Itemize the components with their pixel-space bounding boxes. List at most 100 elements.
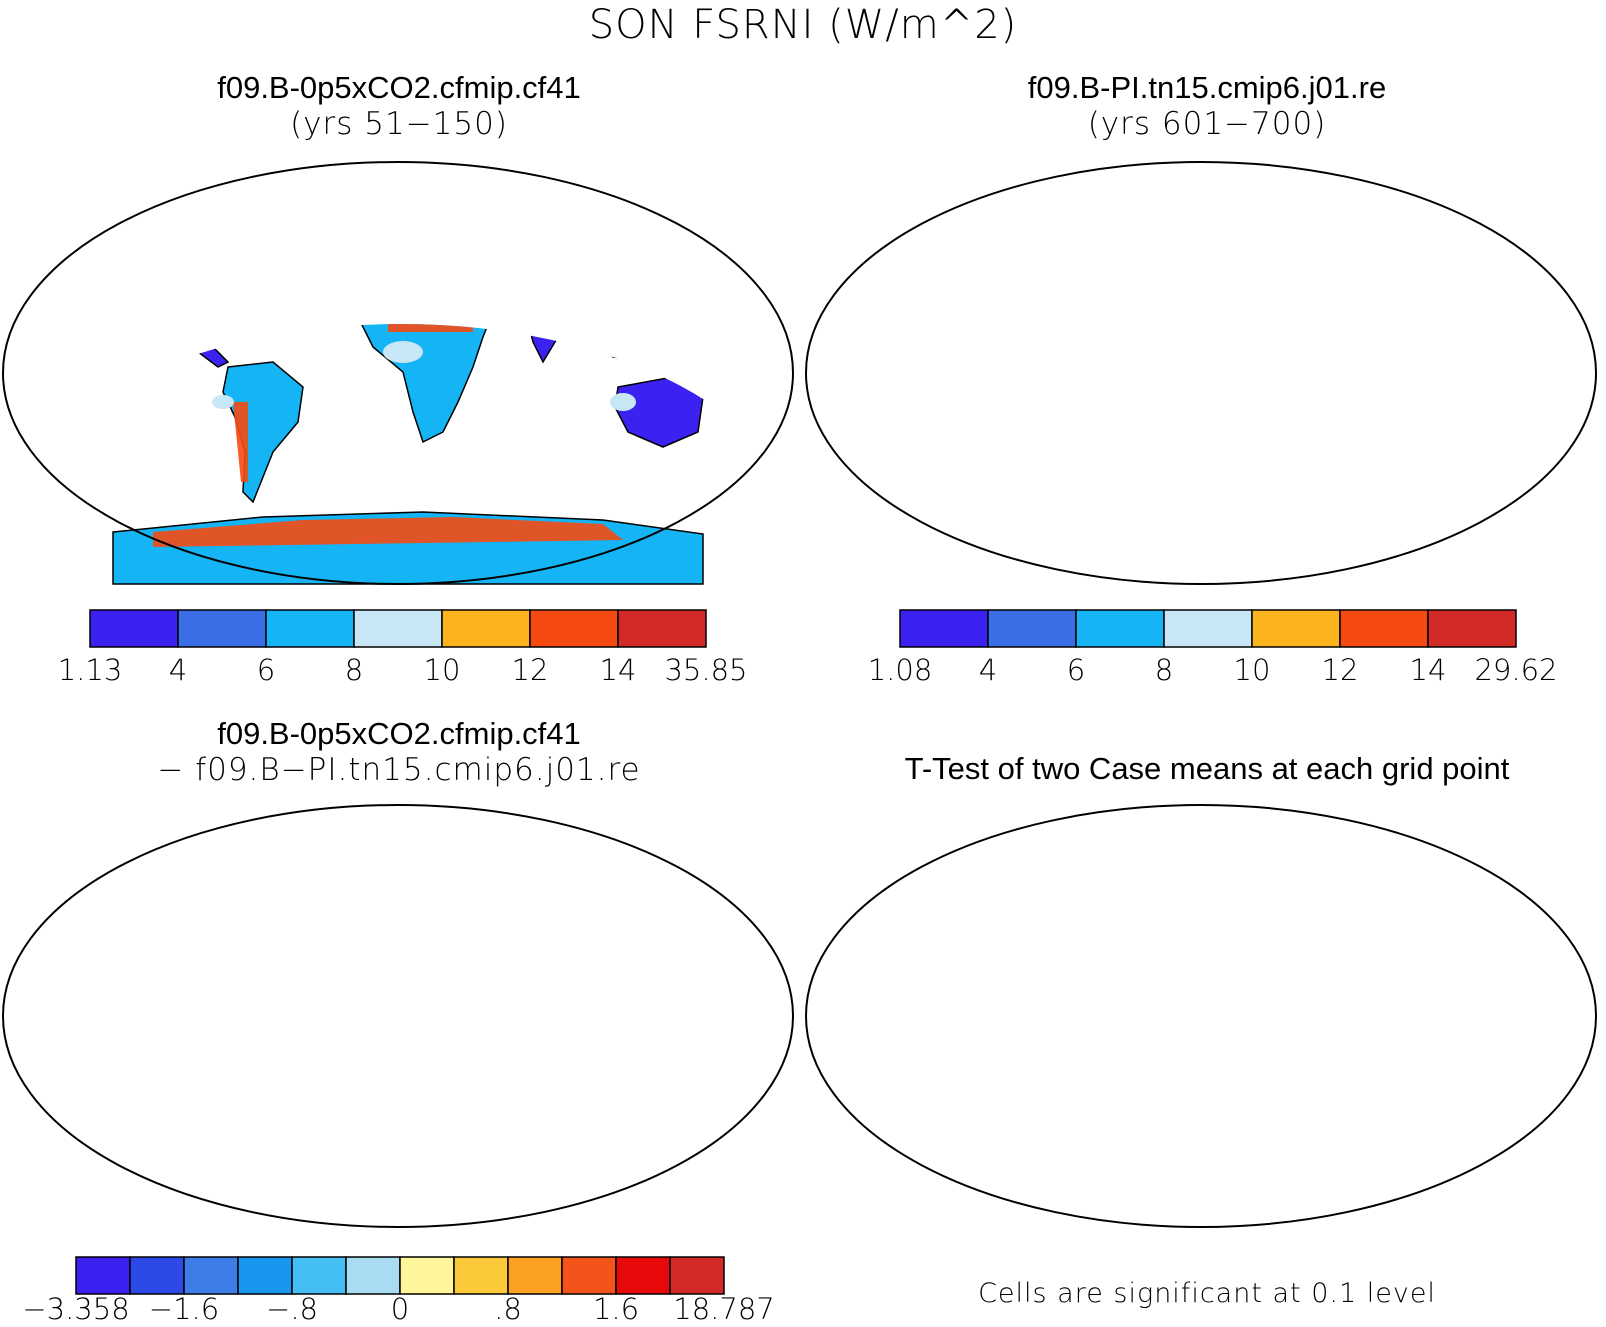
field-patch xyxy=(1231,304,1261,320)
colorbar-tick-label: −3.358 xyxy=(22,1292,130,1326)
field-patch xyxy=(428,947,458,963)
land-europe xyxy=(1181,855,1276,915)
land-arabia xyxy=(1276,282,1321,327)
colorbar-tick-label: −.8 xyxy=(266,1292,318,1326)
colorbar-tick-label: 1.13 xyxy=(57,653,123,687)
panel-1-years: (yrs 51−150) xyxy=(290,106,508,142)
land-northAmerica xyxy=(123,827,303,975)
field-patch xyxy=(548,276,578,288)
land-australia xyxy=(1418,377,1506,447)
land-antarctica xyxy=(916,1155,1506,1227)
land-centralAm xyxy=(981,965,1031,1010)
colorbar-tick-label: 6 xyxy=(1066,653,1086,687)
colorbar-box xyxy=(1075,609,1165,648)
colorbar-box xyxy=(507,1256,563,1295)
land-southAmerica xyxy=(222,361,304,504)
land-australia xyxy=(1418,1020,1506,1090)
land-indonesia xyxy=(603,980,683,1005)
colorbar-tick-label: 18.787 xyxy=(673,1292,775,1326)
map-border xyxy=(2,161,794,585)
panel-3-case-name: f09.B-0p5xCO2.cfmip.cf41 xyxy=(217,716,581,751)
ocean-background xyxy=(3,805,793,1227)
panel-1-case-name: f09.B-0p5xCO2.cfmip.cf41 xyxy=(217,70,581,105)
colorbar-tick-label: 1.6 xyxy=(592,1292,640,1326)
field-patch xyxy=(548,919,578,931)
land-asia xyxy=(463,835,723,985)
field-patch xyxy=(1015,395,1037,409)
land-asia xyxy=(462,324,725,343)
land-indonesia xyxy=(1406,337,1486,362)
colorbar-box xyxy=(561,1256,617,1295)
colorbar-panel-1 xyxy=(89,609,707,648)
land-africa xyxy=(358,915,493,1085)
colorbar-tick-label: 0 xyxy=(390,1292,410,1326)
field-patch xyxy=(383,984,423,1006)
field-patch xyxy=(1015,1038,1037,1052)
field-sahara xyxy=(1191,302,1276,332)
land-arabia xyxy=(1276,925,1321,970)
field-patch xyxy=(383,341,423,363)
colorbar-box xyxy=(899,609,989,648)
panel-4-title: T-Test of two Case means at each grid po… xyxy=(808,751,1606,787)
land-africa xyxy=(357,324,494,444)
colorbar-box xyxy=(345,1256,401,1295)
map-border xyxy=(805,161,1597,585)
land-arabia xyxy=(473,925,518,970)
colorbar-box xyxy=(89,609,179,648)
colorbar-tick-label: 12 xyxy=(511,653,549,687)
land-arabia xyxy=(471,324,519,328)
land-greenland xyxy=(233,819,303,875)
land-india xyxy=(523,945,563,1005)
colorbar-box xyxy=(441,609,531,648)
field-patch xyxy=(212,395,234,409)
land-australia xyxy=(615,1020,703,1090)
land-centralAm xyxy=(178,965,228,1010)
colorbar-tick-label: 14 xyxy=(1409,653,1447,687)
map-panel-4 xyxy=(805,804,1597,1228)
colorbar-box xyxy=(1163,609,1253,648)
land-antarctica xyxy=(916,512,1506,584)
colorbar-tick-label: 4 xyxy=(168,653,188,687)
colorbar-tick-label: 10 xyxy=(1233,653,1271,687)
colorbar-panel-2 xyxy=(899,609,1517,648)
colorbar-tick-label: 35.85 xyxy=(664,653,748,687)
land-greenland xyxy=(1036,819,1106,875)
ocean-background xyxy=(806,162,1596,584)
field-patch xyxy=(610,1036,636,1054)
field-patch xyxy=(212,1038,234,1052)
colorbar-box xyxy=(1251,609,1341,648)
map-panel-1 xyxy=(2,161,794,585)
land-india xyxy=(1326,945,1366,1005)
panel-2-years: (yrs 601−700) xyxy=(1087,106,1327,142)
land-europe xyxy=(378,212,473,272)
map-panel-3 xyxy=(2,804,794,1228)
land-antarctica xyxy=(113,1155,703,1227)
land-northAmerica xyxy=(926,827,1106,975)
field-antarcticaEdge xyxy=(956,517,1426,547)
map-border xyxy=(2,804,794,1228)
panel-4-ttest-title: T-Test of two Case means at each grid po… xyxy=(904,751,1510,786)
land-africa xyxy=(1161,915,1296,1085)
colorbar-tick-label: 29.62 xyxy=(1474,653,1558,687)
land-indonesia xyxy=(1406,980,1486,1005)
field-tibet xyxy=(543,257,613,282)
field-southAmWest xyxy=(233,402,248,482)
map-panel-2 xyxy=(805,161,1597,585)
panel-1-title: f09.B-0p5xCO2.cfmip.cf41 (yrs 51−150) xyxy=(0,70,798,142)
colorbar-box xyxy=(177,609,267,648)
colorbar-box xyxy=(1427,609,1517,648)
colorbar-box xyxy=(1339,609,1429,648)
colorbar-box xyxy=(987,609,1077,648)
ocean-background xyxy=(806,805,1596,1227)
field-patch xyxy=(148,908,178,922)
field-patch xyxy=(1413,393,1439,411)
land-greenland xyxy=(1036,176,1106,232)
colorbar-box xyxy=(617,609,707,648)
field-patch xyxy=(1413,1036,1439,1054)
land-europe xyxy=(378,855,473,915)
land-northAmerica xyxy=(926,184,1106,332)
field-patch xyxy=(951,265,981,279)
colorbar-tick-label: 8 xyxy=(1154,653,1174,687)
field-southAmWest xyxy=(1036,402,1051,482)
